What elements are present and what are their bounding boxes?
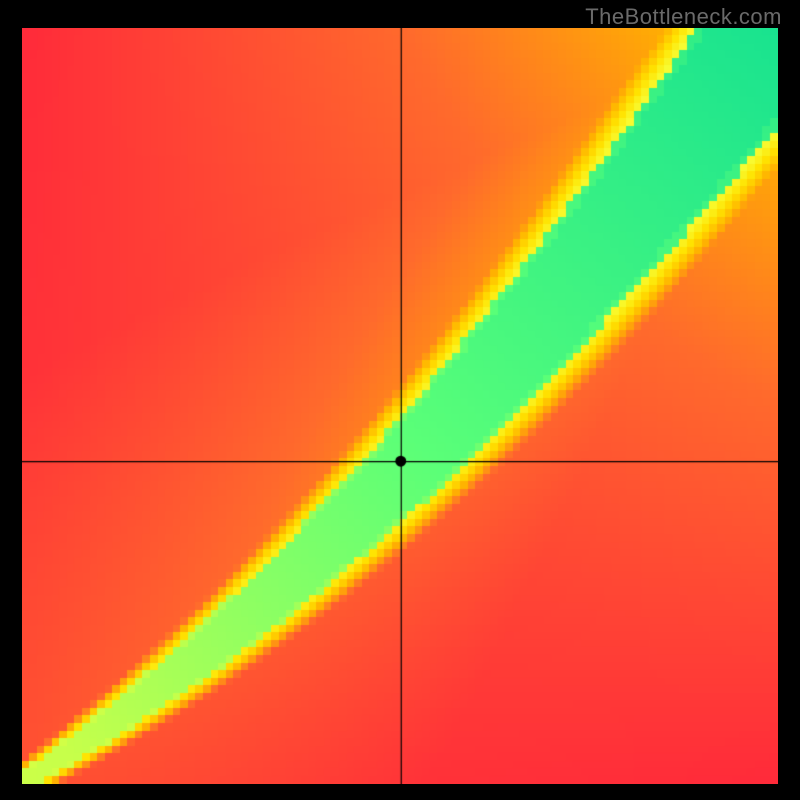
watermark-text: TheBottleneck.com [585, 4, 782, 30]
chart-container: TheBottleneck.com [0, 0, 800, 800]
bottleneck-heatmap [22, 28, 778, 784]
